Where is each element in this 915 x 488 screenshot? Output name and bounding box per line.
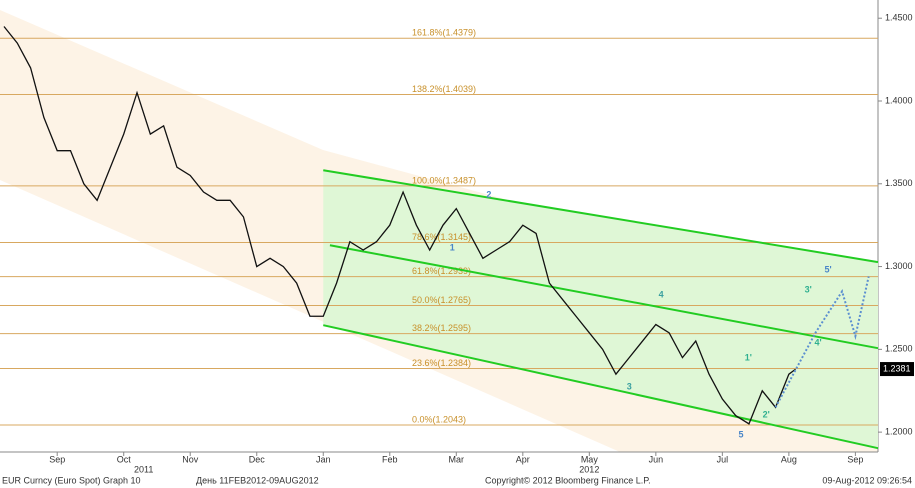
x-tick-label: Sep xyxy=(49,454,65,464)
wave-label: 4' xyxy=(815,338,822,348)
fib-label: 78.6%(1.3145) xyxy=(412,232,471,242)
footer-range: День 11FEB2012-09AUG2012 xyxy=(196,475,319,485)
fib-label: 0.0%(1.2043) xyxy=(412,414,466,424)
price-line xyxy=(3,26,796,425)
x-tick-label: Aug xyxy=(781,454,797,464)
channel-line xyxy=(323,169,879,264)
year-label: 2011 xyxy=(134,464,153,474)
y-tick-label: 1.2000 xyxy=(885,427,913,437)
y-tick-label: 1.3000 xyxy=(885,261,913,271)
x-tick-label: Dec xyxy=(249,454,266,464)
y-tick-label: 1.4000 xyxy=(885,95,913,105)
y-tick-label: 1.3500 xyxy=(885,178,913,188)
wave-label: 3 xyxy=(627,381,632,391)
x-tick-label: Oct xyxy=(117,454,132,464)
x-tick-label: Jan xyxy=(316,454,331,464)
fib-label: 23.6%(1.2384) xyxy=(412,358,471,368)
wave-label: 3' xyxy=(805,284,812,294)
x-tick-label: Apr xyxy=(516,454,530,464)
last-price-label: 1.2381 xyxy=(883,363,911,373)
channel-line xyxy=(329,244,879,350)
footer-left: EUR Curncy (Euro Spot) Graph 10 xyxy=(2,475,141,485)
x-tick-label: Jun xyxy=(649,454,664,464)
wave-label: 1 xyxy=(450,243,455,253)
fib-label: 161.8%(1.4379) xyxy=(412,28,476,38)
y-tick-label: 1.4500 xyxy=(885,13,913,23)
x-tick-label: Nov xyxy=(182,454,199,464)
channel-line xyxy=(323,324,879,450)
x-tick-label: Mar xyxy=(449,454,465,464)
footer-timestamp: 09-Aug-2012 09:26:54 xyxy=(822,475,912,485)
x-tick-label: Jul xyxy=(717,454,729,464)
wave-label: 1' xyxy=(745,352,752,362)
footer-copyright: Copyright© 2012 Bloomberg Finance L.P. xyxy=(485,475,651,485)
fib-label: 61.8%(1.2939) xyxy=(412,266,471,276)
last-price-box xyxy=(880,362,914,377)
wave-label: 2 xyxy=(486,190,491,200)
price-line xyxy=(774,276,870,408)
fib-label: 38.2%(1.2595) xyxy=(412,323,471,333)
wave-label: 5' xyxy=(825,265,832,275)
x-tick-label: May xyxy=(581,454,599,464)
y-tick-label: 1.2500 xyxy=(885,344,913,354)
fib-label: 100.0%(1.3487) xyxy=(412,175,476,185)
fib-label: 50.0%(1.2765) xyxy=(412,295,471,305)
year-label: 2012 xyxy=(579,464,599,474)
wave-label: 2' xyxy=(763,409,770,419)
wave-label: 4 xyxy=(659,290,664,300)
wave-label: 5 xyxy=(738,429,743,439)
fib-label: 138.2%(1.4039) xyxy=(412,84,476,94)
x-tick-label: Feb xyxy=(382,454,398,464)
x-tick-label: Sep xyxy=(847,454,863,464)
